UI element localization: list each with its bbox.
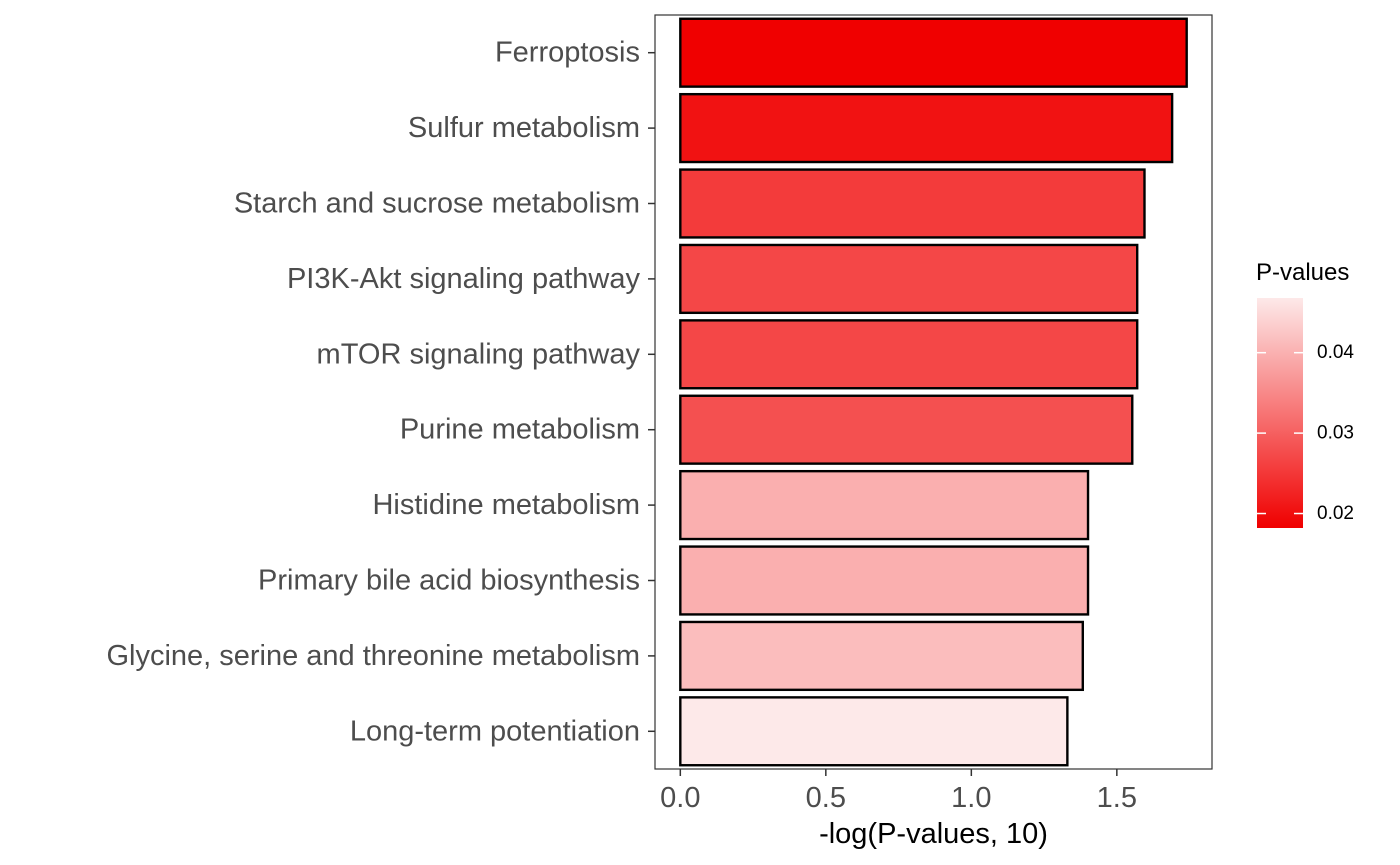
y-tick-label: Glycine, serine and threonine metabolism — [106, 640, 640, 672]
x-axis-title: -log(P-values, 10) — [819, 818, 1048, 850]
y-tick-label: mTOR signaling pathway — [317, 338, 641, 370]
bars-layer — [679, 17, 1188, 767]
y-tick-label: Primary bile acid biosynthesis — [258, 565, 640, 597]
legend-title: P-values — [1256, 259, 1349, 286]
y-tick-label: Purine metabolism — [400, 414, 640, 446]
bar-primary-bile-acid-biosynthesis — [679, 545, 1090, 616]
x-axis: 0.0 0.5 1.0 1.5 — [660, 769, 1137, 814]
legend-tick-label: 0.02 — [1317, 503, 1354, 524]
bar-ferroptosis — [679, 17, 1188, 88]
bar-glycine-serine-and-threonine-metabolism — [679, 620, 1084, 692]
bar-pi3k-akt-signaling-pathway — [679, 243, 1139, 315]
x-tick-label: 1.5 — [1097, 782, 1137, 814]
y-tick-label: Long-term potentiation — [350, 715, 640, 747]
y-tick-label: Histidine metabolism — [372, 489, 640, 521]
legend-colorbar — [1257, 298, 1303, 528]
legend-tick-label: 0.03 — [1317, 423, 1354, 444]
legend-tick-label: 0.04 — [1317, 342, 1354, 363]
legend-ticks: 0.02 0.03 0.04 — [1257, 342, 1354, 524]
x-tick-label: 1.0 — [951, 782, 991, 814]
y-tick-label: Sulfur metabolism — [408, 112, 640, 144]
y-tick-label: Starch and sucrose metabolism — [234, 188, 640, 220]
bar-mtor-signaling-pathway — [679, 319, 1139, 390]
bar-long-term-potentiation — [679, 696, 1069, 767]
x-tick-label: 0.5 — [806, 782, 846, 814]
y-tick-label: Ferroptosis — [495, 37, 640, 69]
legend: P-values 0.02 0.03 0.04 — [1256, 259, 1354, 528]
bar-histidine-metabolism — [679, 469, 1090, 541]
y-axis: Ferroptosis Sulfur metabolism Starch and s… — [106, 37, 655, 747]
bar-purine-metabolism — [679, 394, 1134, 465]
panel-border — [654, 14, 1213, 770]
x-tick-label: 0.0 — [660, 782, 700, 814]
bar-starch-and-sucrose-metabolism — [679, 168, 1146, 239]
y-tick-label: PI3K-Akt signaling pathway — [287, 263, 641, 295]
bar-sulfur-metabolism — [679, 92, 1174, 164]
